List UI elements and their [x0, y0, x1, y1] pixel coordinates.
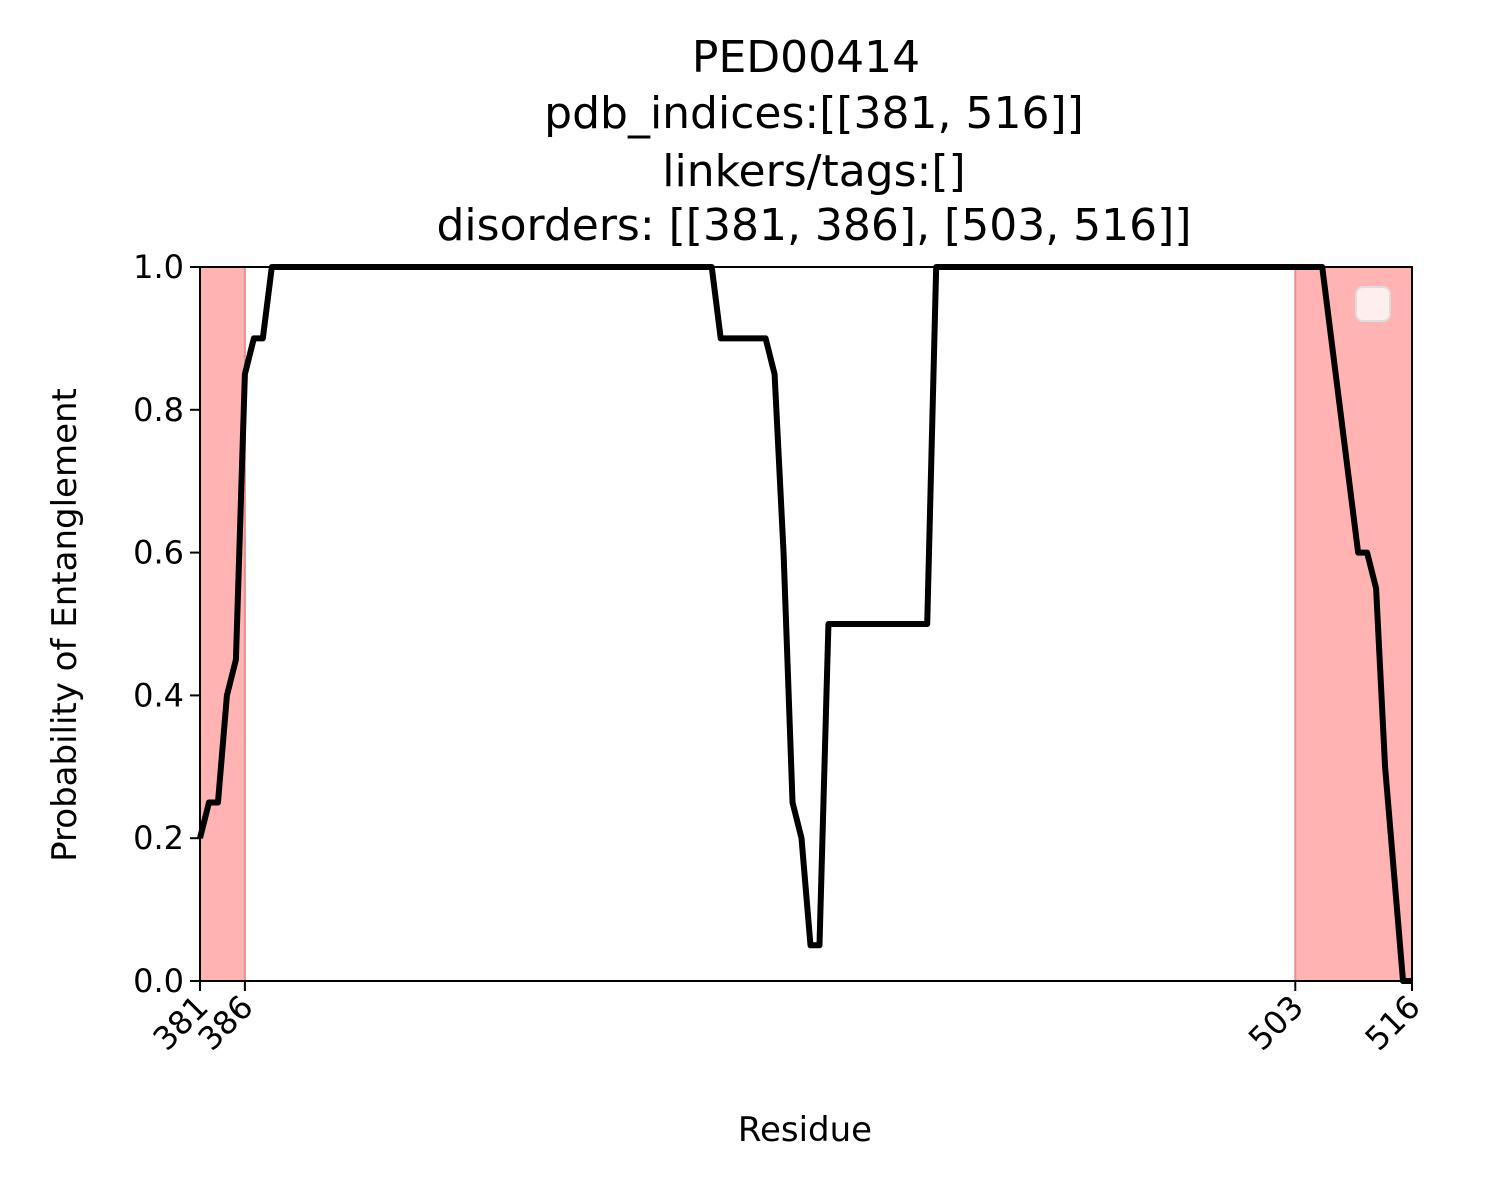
disordered-regions [199, 266, 1414, 982]
title-line-3: linkers/tags:[] [662, 146, 965, 197]
y-axis-ticks: 0.0 0.2 0.4 0.6 0.8 1.0 [133, 248, 200, 1000]
y-tick-label: 0.4 [133, 676, 184, 714]
y-tick-label: 0.0 [133, 962, 184, 1000]
title-line-4: disorders: [[381, 386], [503, 516]] [437, 200, 1192, 251]
plot-frame [199, 266, 1413, 982]
y-tick-label: 0.2 [133, 819, 184, 857]
x-axis-label: Residue [738, 1110, 872, 1150]
title-line-1: PED00414 [692, 32, 920, 83]
y-tick-label: 0.6 [133, 534, 184, 572]
legend [1355, 286, 1391, 322]
y-tick-label: 0.8 [133, 391, 184, 429]
x-tick-label: 516 [1358, 988, 1428, 1058]
y-tick-label: 1.0 [133, 248, 184, 286]
x-tick-label: 503 [1241, 988, 1311, 1058]
chart-title: PED00414 pdb_indices:[[381, 516]] linker… [437, 32, 1192, 251]
title-line-2: pdb_indices:[[381, 516]] [544, 88, 1084, 139]
y-axis-label: Probability of Entanglement [45, 388, 85, 862]
series-line [197, 264, 1412, 984]
x-tick-label: 386 [190, 988, 260, 1058]
legend-box [1355, 286, 1391, 322]
